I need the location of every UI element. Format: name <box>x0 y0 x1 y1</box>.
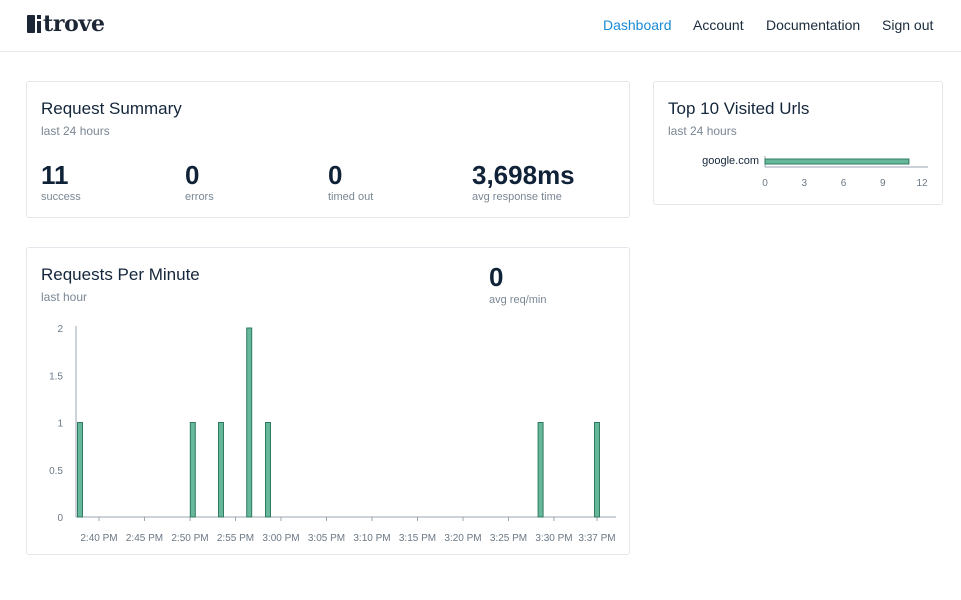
stat-success-label: success <box>41 191 81 203</box>
x-tick-label: 2:40 PM <box>80 533 117 544</box>
card-title: Request Summary <box>41 99 182 118</box>
nav-sign-out[interactable]: Sign out <box>882 17 934 33</box>
category-label: google.com <box>702 155 759 167</box>
request-summary-card: Request Summary last 24 hours 11 success… <box>26 81 630 218</box>
x-tick-label: 3:30 PM <box>535 533 572 544</box>
bar <box>594 422 600 518</box>
stat-success-value: 11 <box>41 160 69 190</box>
x-tick-label: 3:10 PM <box>353 533 390 544</box>
bar <box>218 422 224 518</box>
nav-documentation[interactable]: Documentation <box>766 17 861 33</box>
avg-req-label: avg req/min <box>489 294 547 306</box>
x-tick-label: 3 <box>801 178 807 189</box>
stat-avg-response-value: 3,698ms <box>472 160 575 190</box>
stat-errors-label: errors <box>185 191 214 203</box>
x-tick-label: 12 <box>916 178 928 189</box>
stat-avg-response-label: avg response time <box>472 191 562 203</box>
nav-account[interactable]: Account <box>693 17 744 33</box>
x-tick-label: 3:25 PM <box>490 533 527 544</box>
requests-per-minute-chart: 0 0.5 1 1.5 2 2:40 PM 2:45 PM 2:50 PM 2:55 PM 3:0… <box>49 324 616 544</box>
bar <box>764 158 910 165</box>
y-tick-label: 1 <box>57 419 63 430</box>
x-tick-label: 2:50 PM <box>171 533 208 544</box>
brand-name: trove <box>43 11 105 37</box>
x-tick-label: 3:05 PM <box>308 533 345 544</box>
card-subtitle: last 24 hours <box>41 124 110 138</box>
x-tick-label: 3:37 PM <box>578 533 615 544</box>
bar <box>265 422 271 518</box>
top-urls-card: Top 10 Visited Urls last 24 hours google… <box>653 81 943 205</box>
avg-req-value: 0 <box>489 262 504 292</box>
x-tick-label: 0 <box>762 178 768 189</box>
card-subtitle: last hour <box>41 290 88 304</box>
trove-logo-icon <box>27 13 41 35</box>
stat-errors-value: 0 <box>185 160 200 190</box>
nav-dashboard[interactable]: Dashboard <box>603 17 672 33</box>
card-title: Top 10 Visited Urls <box>668 99 810 118</box>
requests-per-minute-card: Requests Per Minute last hour 0 avg req/… <box>26 247 630 555</box>
bar <box>537 422 544 518</box>
bar <box>77 422 83 518</box>
y-tick-label: 2 <box>57 324 63 335</box>
x-tick-label: 9 <box>880 178 886 189</box>
card-title: Requests Per Minute <box>41 265 200 284</box>
stat-timed-out-label: timed out <box>328 191 374 203</box>
x-tick-label: 3:20 PM <box>444 533 481 544</box>
top-navbar: trove Dashboard Account Documentation Si… <box>0 0 961 52</box>
y-tick-label: 0.5 <box>49 466 63 477</box>
bar <box>246 327 253 518</box>
y-tick-label: 0 <box>57 513 63 524</box>
x-tick-label: 6 <box>841 178 847 189</box>
x-tick-label: 2:45 PM <box>126 533 163 544</box>
x-tick-label: 2:55 PM <box>217 533 254 544</box>
brand-logo[interactable]: trove <box>27 13 105 35</box>
bar <box>189 422 196 518</box>
y-tick-label: 1.5 <box>49 371 63 382</box>
stat-timed-out-value: 0 <box>328 160 343 190</box>
x-tick-label: 3:15 PM <box>399 533 436 544</box>
x-tick-label: 3:00 PM <box>262 533 299 544</box>
card-subtitle: last 24 hours <box>668 124 737 138</box>
